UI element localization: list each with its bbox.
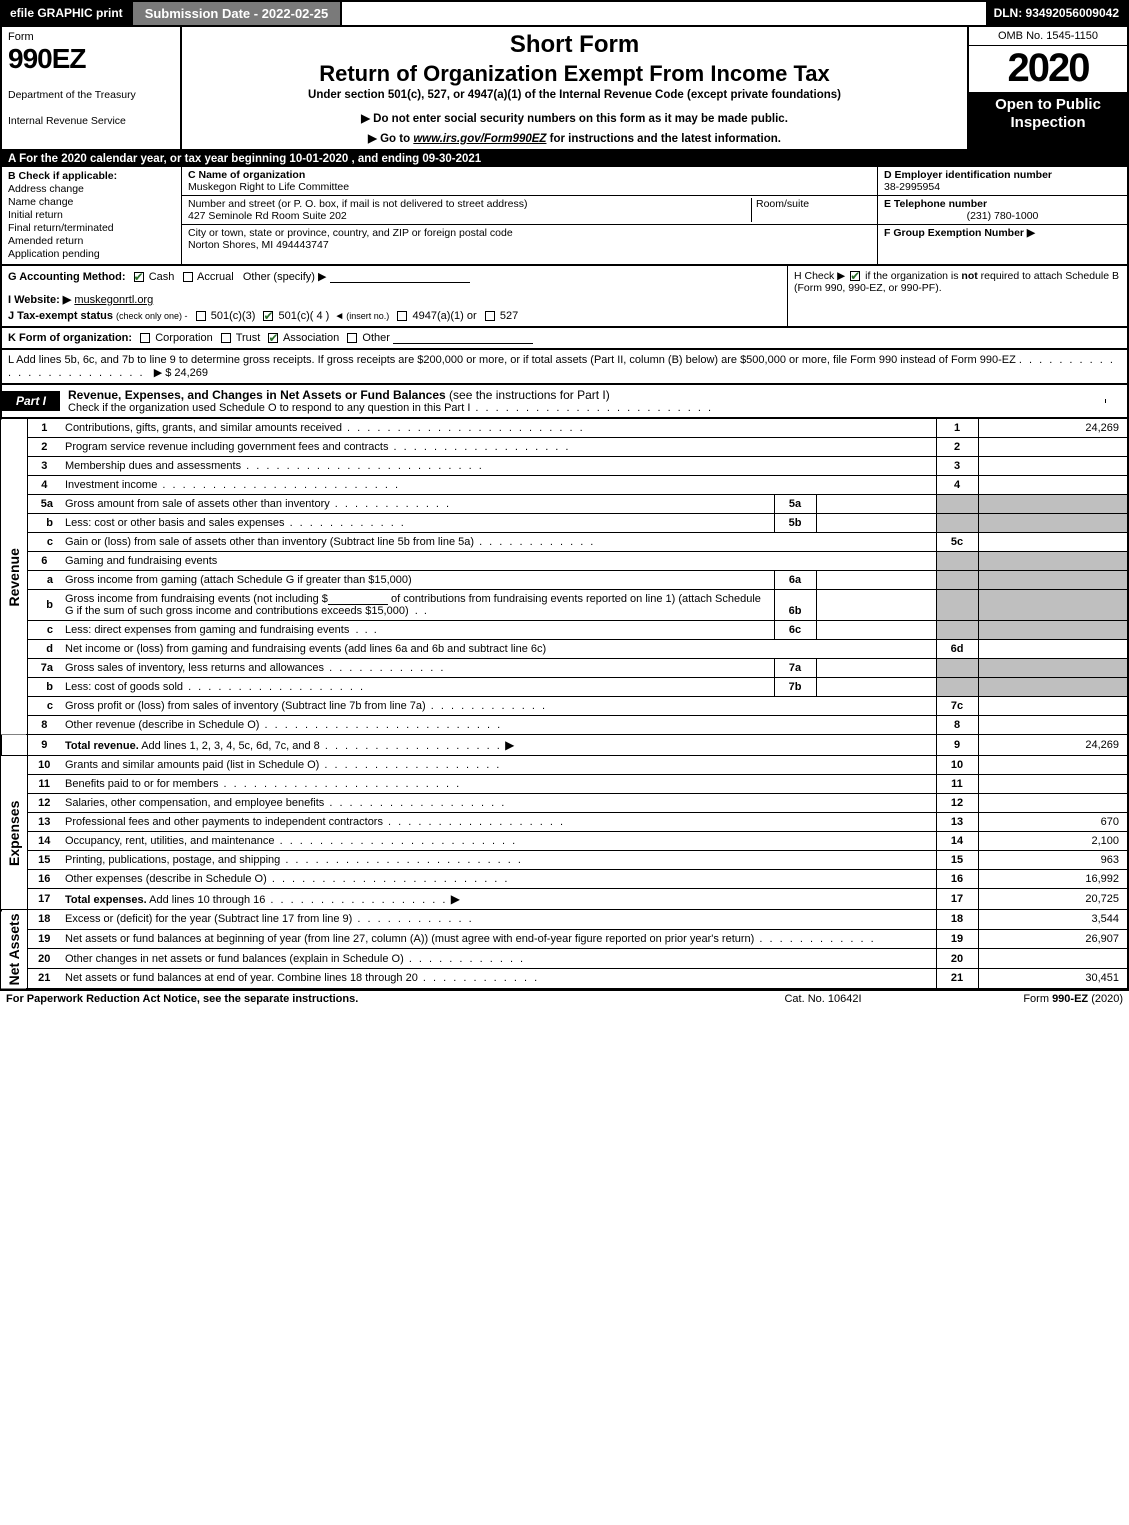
goto-pre: ▶ Go to [368, 133, 413, 145]
ein-val: 38-2995954 [884, 181, 940, 193]
short-form-title: Short Form [190, 31, 959, 59]
tel-lbl: E Telephone number [884, 198, 987, 210]
omb-number: OMB No. 1545-1150 [969, 27, 1127, 46]
chk-501c[interactable] [263, 311, 273, 321]
box-d: D Employer identification number 38-2995… [877, 167, 1127, 264]
website-link[interactable]: muskegonrtl.org [74, 294, 153, 306]
ssn-note: ▶ Do not enter social security numbers o… [190, 111, 959, 125]
val-9: 24,269 [978, 735, 1128, 756]
l-amt: ▶ $ 24,269 [154, 367, 208, 379]
open-public: Open to Public Inspection [969, 92, 1127, 149]
chk-501c3[interactable] [196, 311, 206, 321]
box-b-title: B Check if applicable: [8, 170, 117, 182]
top-bar: efile GRAPHIC print Submission Date - 20… [0, 0, 1129, 27]
k-label: K Form of organization: [8, 332, 132, 344]
form-header: Form 990EZ Department of the Treasury In… [0, 27, 1129, 151]
ln-1: 1 [27, 419, 61, 438]
row-g: G Accounting Method: Cash Accrual Other … [2, 266, 787, 326]
chk-schedule-b[interactable] [850, 271, 860, 281]
chk-527[interactable] [485, 311, 495, 321]
row-l: L Add lines 5b, 6c, and 7b to line 9 to … [0, 350, 1129, 385]
chk-final[interactable]: Final return/terminated [8, 222, 175, 234]
footer-right: Form 990-EZ (2020) [923, 993, 1123, 1005]
side-expenses: Expenses [1, 756, 27, 910]
line-a: A For the 2020 calendar year, or tax yea… [0, 151, 1129, 167]
chk-accrual[interactable] [183, 272, 193, 282]
dept-treasury: Department of the Treasury [8, 89, 174, 101]
side-revenue: Revenue [1, 419, 27, 735]
box-c: C Name of organization Muskegon Right to… [182, 167, 877, 264]
chk-name[interactable]: Name change [8, 196, 175, 208]
part1-table: Revenue 1 Contributions, gifts, grants, … [0, 419, 1129, 990]
footer-mid: Cat. No. 10642I [723, 993, 923, 1005]
ein-row: D Employer identification number 38-2995… [878, 167, 1127, 196]
chk-initial[interactable]: Initial return [8, 209, 175, 221]
part1-checkbox[interactable] [1105, 399, 1127, 403]
org-addr: 427 Seminole Rd Room Suite 202 [188, 210, 751, 222]
goto-post: for instructions and the latest informat… [546, 133, 781, 145]
i-label: I Website: ▶ [8, 294, 71, 306]
footer: For Paperwork Reduction Act Notice, see … [0, 990, 1129, 1007]
header-mid: Short Form Return of Organization Exempt… [182, 27, 967, 149]
insert-tri-icon [332, 310, 346, 322]
room-lbl: Room/suite [751, 198, 871, 222]
form-number: 990EZ [8, 43, 174, 75]
form-word: Form [8, 31, 174, 43]
num-1: 1 [936, 419, 978, 438]
chk-trust[interactable] [221, 333, 231, 343]
c-city-lbl: City or town, state or province, country… [188, 227, 513, 239]
chk-other-org[interactable] [347, 333, 357, 343]
chk-4947[interactable] [397, 311, 407, 321]
part1-label: Part I [2, 391, 60, 411]
val-1: 24,269 [978, 419, 1128, 438]
c-addr-lbl: Number and street (or P. O. box, if mail… [188, 198, 527, 210]
under-section: Under section 501(c), 527, or 4947(a)(1)… [190, 89, 959, 101]
header-left: Form 990EZ Department of the Treasury In… [2, 27, 182, 149]
efile-label[interactable]: efile GRAPHIC print [2, 2, 131, 25]
entity-block: B Check if applicable: Address change Na… [0, 167, 1129, 266]
chk-amended[interactable]: Amended return [8, 235, 175, 247]
grp-row: F Group Exemption Number ▶ [878, 225, 1127, 264]
part1-title: Revenue, Expenses, and Changes in Net As… [60, 385, 1105, 417]
other-org-line[interactable] [393, 332, 533, 344]
c-name-row: C Name of organization Muskegon Right to… [182, 167, 877, 196]
c-city-row: City or town, state or province, country… [182, 225, 877, 253]
chk-cash[interactable] [134, 272, 144, 282]
c-name-lbl: C Name of organization [188, 169, 305, 181]
box-b: B Check if applicable: Address change Na… [2, 167, 182, 264]
ein-lbl: D Employer identification number [884, 169, 1052, 181]
part1-check: Check if the organization used Schedule … [68, 402, 1097, 414]
chk-address[interactable]: Address change [8, 183, 175, 195]
grp-lbl: F Group Exemption Number ▶ [884, 227, 1035, 239]
org-name: Muskegon Right to Life Committee [188, 181, 871, 193]
chk-pending[interactable]: Application pending [8, 248, 175, 260]
header-right: OMB No. 1545-1150 2020 Open to Public In… [967, 27, 1127, 149]
desc-1: Contributions, gifts, grants, and simila… [61, 419, 936, 438]
goto-line: ▶ Go to www.irs.gov/Form990EZ for instru… [190, 131, 959, 145]
topbar-spacer [342, 2, 985, 25]
tel-val: (231) 780-1000 [884, 210, 1121, 222]
side-netassets: Net Assets [1, 910, 27, 989]
c-addr-row: Number and street (or P. O. box, if mail… [182, 196, 877, 225]
row-k: K Form of organization: Corporation Trus… [0, 328, 1129, 350]
dept-irs: Internal Revenue Service [8, 115, 174, 127]
goto-link[interactable]: www.irs.gov/Form990EZ [413, 133, 546, 145]
org-city: Norton Shores, MI 494443747 [188, 239, 871, 251]
gh-block: G Accounting Method: Cash Accrual Other … [0, 266, 1129, 328]
row-h: H Check ▶ if the organization is not req… [787, 266, 1127, 326]
chk-assoc[interactable] [268, 333, 278, 343]
dln-label: DLN: 93492056009042 [986, 2, 1127, 25]
j-label: J Tax-exempt status [8, 310, 113, 322]
submission-date: Submission Date - 2022-02-25 [131, 2, 343, 25]
tel-row: E Telephone number (231) 780-1000 [878, 196, 1127, 225]
footer-left: For Paperwork Reduction Act Notice, see … [6, 993, 723, 1005]
part1-header: Part I Revenue, Expenses, and Changes in… [0, 385, 1129, 419]
l-text: L Add lines 5b, 6c, and 7b to line 9 to … [8, 354, 1016, 366]
other-specify-line[interactable] [330, 271, 470, 283]
return-title: Return of Organization Exempt From Incom… [190, 61, 959, 87]
tax-year: 2020 [969, 46, 1127, 92]
g-label: G Accounting Method: [8, 271, 126, 283]
chk-corp[interactable] [140, 333, 150, 343]
